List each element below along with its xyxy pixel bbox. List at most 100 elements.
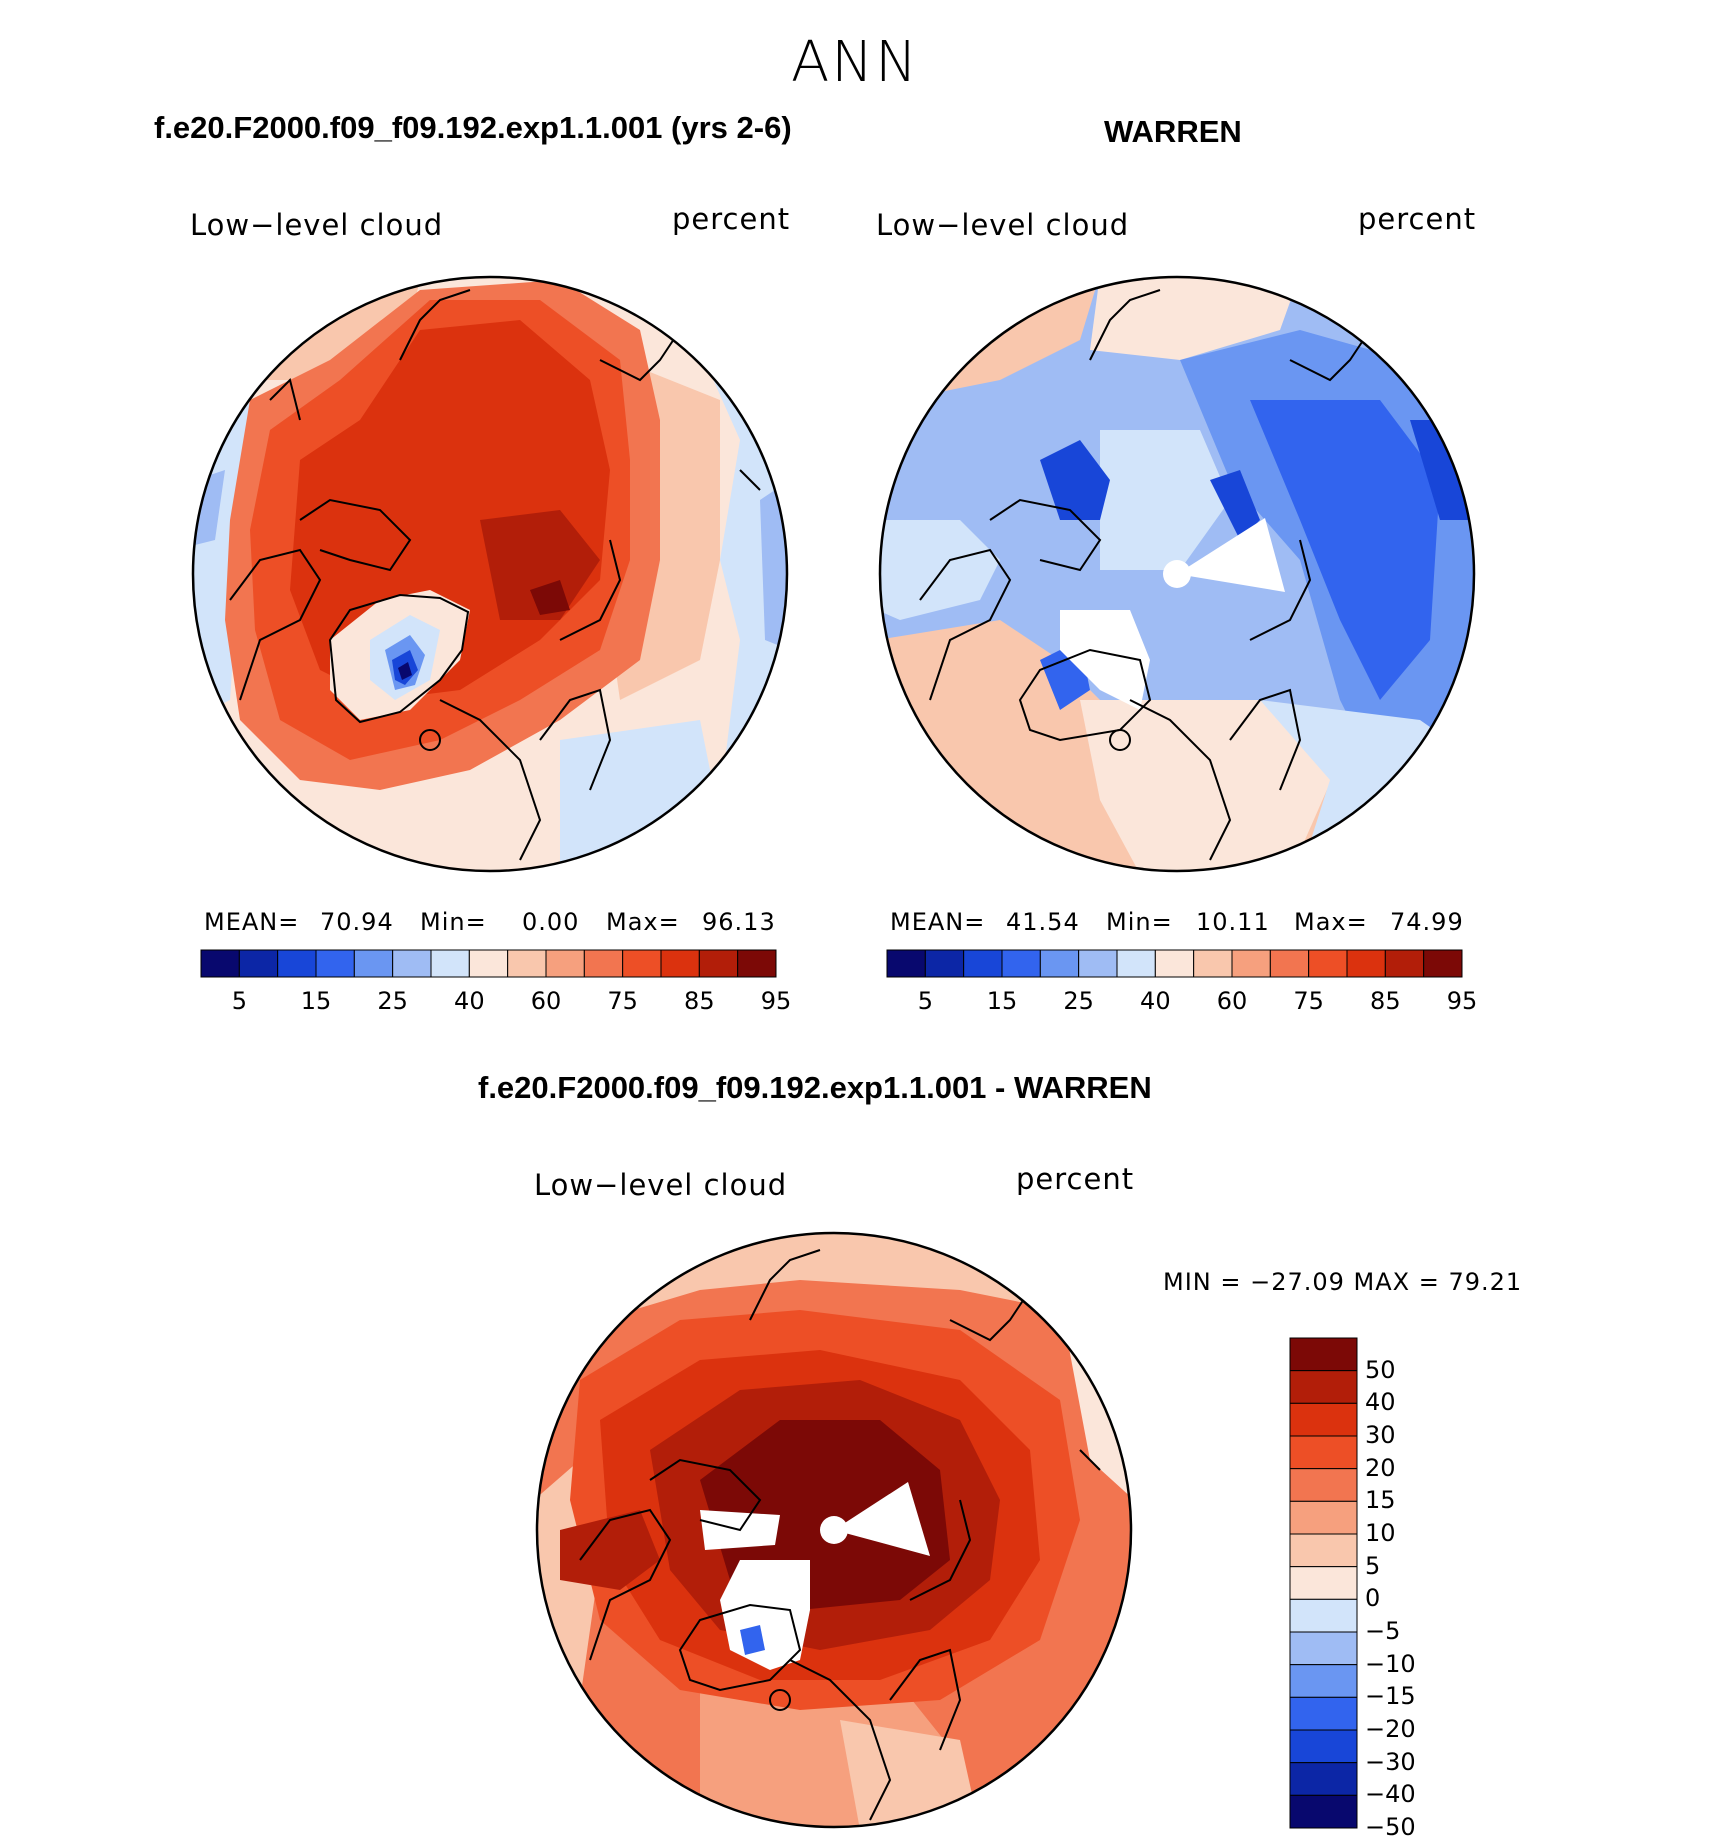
panel1-colorbar xyxy=(200,949,777,978)
panel1-colorbar-tick-label: 75 xyxy=(607,987,638,1015)
panel3-colorbar-tick-label: −50 xyxy=(1365,1813,1416,1841)
panel2-colorbar-tick-label: 95 xyxy=(1446,987,1478,1015)
panel2-colorbar-swatch xyxy=(963,949,1003,978)
panel3-colorbar-swatch xyxy=(1289,1729,1358,1764)
panel1-colorbar-swatch xyxy=(660,949,700,978)
panel2-colorbar-tick-label: 25 xyxy=(1063,987,1094,1015)
panel1-colorbar-swatch xyxy=(545,949,585,978)
panel2-colorbar-swatch xyxy=(886,949,926,978)
panel1-colorbar-swatch xyxy=(315,949,355,978)
panel2-colorbar-swatch xyxy=(1346,949,1386,978)
panel2-polar-map xyxy=(880,277,1474,871)
panel3-colorbar-swatch xyxy=(1289,1762,1358,1796)
panel1-max-value: 96.13 xyxy=(702,908,776,936)
panel1-colorbar-swatch xyxy=(468,949,509,978)
panel3-variable: Low−level cloud xyxy=(534,1168,788,1202)
panel1-mean-value: 70.94 xyxy=(320,908,394,936)
panel2-variable: Low−level cloud xyxy=(876,208,1130,242)
panel3-colorbar-swatch xyxy=(1289,1500,1358,1535)
panel2-colorbar-swatch xyxy=(1078,949,1118,978)
panel2-max-value: 74.99 xyxy=(1390,908,1464,936)
panel2-mean-value: 41.54 xyxy=(1006,908,1080,936)
panel3-colorbar-tick-label: 40 xyxy=(1365,1388,1396,1417)
panel2-colorbar-tick-label: 60 xyxy=(1216,987,1248,1015)
panel1-map-border xyxy=(191,275,789,873)
panel2-max-label: Max= xyxy=(1294,908,1368,936)
panel2-colorbar-swatch xyxy=(1001,949,1041,978)
panel3-colorbar-swatch xyxy=(1289,1566,1358,1600)
panel3-colorbar-tick-label: 0 xyxy=(1365,1584,1381,1613)
panel3-colorbar-tick-label: 50 xyxy=(1365,1355,1396,1384)
panel2-colorbar-tick-label: 75 xyxy=(1293,987,1324,1015)
panel2-colorbar-tick-label: 5 xyxy=(917,987,933,1015)
panel2-case-title: WARREN xyxy=(1104,114,1242,149)
panel2-colorbar-swatch xyxy=(1039,949,1080,978)
panel1-colorbar-swatch xyxy=(238,949,279,978)
panel3-colorbar-swatch xyxy=(1289,1370,1358,1404)
panel3-colorbar-tick-label: −15 xyxy=(1365,1682,1416,1711)
panel1-max-label: Max= xyxy=(606,908,680,936)
panel2-colorbar-tick-label: 85 xyxy=(1370,987,1401,1015)
panel3-colorbar-swatch xyxy=(1289,1631,1358,1666)
panel2-colorbar xyxy=(886,949,1463,978)
panel1-colorbar-tick-label: 15 xyxy=(300,987,332,1015)
panel1-colorbar-swatch xyxy=(622,949,662,978)
panel1-colorbar-swatch xyxy=(200,949,240,978)
panel2-colorbar-swatch xyxy=(1193,949,1233,978)
panel3-colorbar-swatch xyxy=(1289,1533,1358,1568)
panel2-mean-label: MEAN= xyxy=(890,908,986,936)
panel1-colorbar-tick-label: 25 xyxy=(377,987,408,1015)
panel3-case-title: f.e20.F2000.f09_f09.192.exp1.1.001 - WAR… xyxy=(478,1070,1152,1105)
panel1-colorbar-tick-label: 85 xyxy=(684,987,715,1015)
panel2-colorbar-swatch xyxy=(1154,949,1195,978)
panel2-colorbar-swatch xyxy=(1384,949,1425,978)
panel3-polar-map xyxy=(537,1233,1131,1827)
panel2-min-label: Min= xyxy=(1106,908,1173,936)
panel3-colorbar-swatch xyxy=(1289,1402,1358,1437)
panel2-colorbar-swatch xyxy=(1423,949,1463,978)
panel1-colorbar-swatch xyxy=(737,949,777,978)
panel1-case-title: f.e20.F2000.f09_f09.192.exp1.1.001 (yrs … xyxy=(154,110,792,145)
panel3-colorbar xyxy=(1289,1337,1358,1829)
panel2-colorbar-swatch xyxy=(1308,949,1348,978)
panel3-colorbar-swatch xyxy=(1289,1598,1358,1633)
panel2-units: percent xyxy=(1358,202,1477,236)
panel2-map-border xyxy=(878,275,1476,873)
panel1-colorbar-tick-label: 95 xyxy=(760,987,792,1015)
panel3-colorbar-tick-label: −20 xyxy=(1365,1715,1416,1743)
panel2-colorbar-swatch xyxy=(924,949,965,978)
panel3-units: percent xyxy=(1016,1162,1135,1196)
panel1-colorbar-tick-label: 60 xyxy=(530,987,562,1015)
panel2-colorbar-swatch xyxy=(1116,949,1156,978)
panel3-colorbar-tick-label: 20 xyxy=(1365,1453,1396,1482)
panel1-min-value: 0.00 xyxy=(522,908,580,936)
panel3-colorbar-tick-label: −30 xyxy=(1365,1747,1416,1776)
panel2-min-value: 10.11 xyxy=(1196,908,1270,936)
panel3-map-border xyxy=(535,1231,1133,1829)
panel1-colorbar-swatch xyxy=(353,949,394,978)
panel3-colorbar-tick-label: 10 xyxy=(1365,1519,1396,1547)
panel3-colorbar-swatch xyxy=(1289,1794,1358,1829)
panel3-colorbar-tick-label: 5 xyxy=(1365,1551,1381,1580)
panel3-colorbar-swatch xyxy=(1289,1435,1358,1470)
panel2-colorbar-tick-label: 40 xyxy=(1140,987,1171,1015)
figure-title: ANN xyxy=(790,30,920,95)
panel3-colorbar-swatch xyxy=(1289,1664,1358,1698)
panel2-colorbar-swatch xyxy=(1231,949,1271,978)
panel3-colorbar-tick-label: −10 xyxy=(1365,1649,1416,1678)
panel3-colorbar-swatch xyxy=(1289,1468,1358,1502)
panel3-colorbar-tick-label: −5 xyxy=(1365,1617,1401,1645)
panel1-colorbar-tick-label: 5 xyxy=(231,987,247,1015)
panel3-colorbar-swatch xyxy=(1289,1337,1358,1372)
panel3-colorbar-swatch xyxy=(1289,1696,1358,1731)
panel1-variable: Low−level cloud xyxy=(190,208,444,242)
panel1-colorbar-swatch xyxy=(430,949,470,978)
panel3-stats: MIN = −27.09 MAX = 79.21 xyxy=(1163,1268,1523,1296)
panel1-colorbar-tick-label: 40 xyxy=(454,987,485,1015)
panel3-colorbar-tick-label: 15 xyxy=(1365,1486,1396,1515)
panel1-colorbar-swatch xyxy=(507,949,547,978)
panel2-colorbar-tick-label: 15 xyxy=(986,987,1018,1015)
panel1-units: percent xyxy=(672,202,791,236)
panel2-colorbar-swatch xyxy=(1269,949,1310,978)
panel3-colorbar-tick-label: 30 xyxy=(1365,1421,1396,1449)
